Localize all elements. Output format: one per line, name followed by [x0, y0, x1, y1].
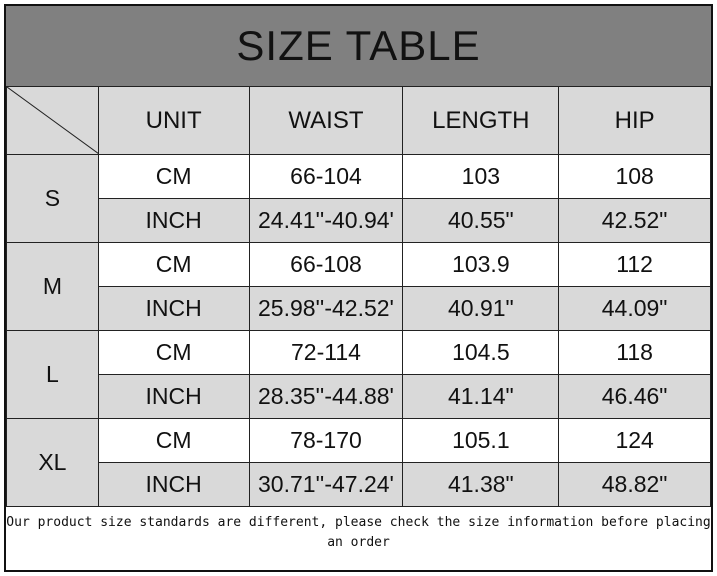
table-row: XL CM 78-170 105.1 124 [6, 418, 711, 507]
waist-value: 66-104 [290, 163, 362, 189]
corner-cell [6, 86, 99, 155]
table-row: M CM 66-108 103.9 112 [6, 242, 711, 331]
hip-cell: 112 [558, 242, 711, 287]
waist-value: 66-108 [290, 251, 362, 277]
size-label: M [6, 242, 99, 331]
hip-cell: 46.46" [558, 374, 711, 419]
length-cell: 105.1 [402, 418, 560, 463]
unit-cell: CM [97, 242, 250, 287]
table-row: L CM 72-114 104.5 118 [6, 330, 711, 419]
hip-cell: 48.82" [558, 462, 711, 507]
size-table: UNIT WAIST LENGTH HIP S CM 66-104 103 108 INC… [6, 86, 711, 507]
waist-cell: 30.71''-47.24' [248, 462, 404, 507]
hip-cell: 118 [558, 330, 711, 375]
unit-cell: INCH [97, 374, 250, 419]
waist-value: 30.71''-47.24' [257, 471, 394, 497]
unit-cell: CM [97, 154, 250, 199]
header-waist: WAIST [248, 86, 404, 155]
waist-cell: 66-108 [248, 242, 404, 287]
waist-value: 24.41''-40.94' [257, 207, 394, 233]
table-row: INCH 28.35''-44.88' 41.14" 46.46" [7, 374, 711, 419]
size-label: L [6, 330, 99, 419]
table-title: SIZE TABLE [6, 6, 711, 87]
unit-cell: CM [97, 330, 250, 375]
waist-cell: 78-170 [248, 418, 404, 463]
length-cell: 103 [402, 154, 560, 199]
waist-cell: 28.35''-44.88' [248, 374, 404, 419]
diagonal-line [7, 87, 98, 154]
header-unit: UNIT [97, 86, 250, 155]
length-cell: 41.38" [402, 462, 560, 507]
waist-cell: 72-114 [248, 330, 404, 375]
unit-cell: INCH [97, 286, 250, 331]
size-label: S [6, 154, 99, 243]
waist-value: 25.98''-42.52' [257, 295, 394, 321]
table-row: INCH 25.98''-42.52' 40.91" 44.09" [7, 286, 711, 331]
footer-note: Our product size standards are different… [6, 515, 711, 550]
size-table-frame: SIZE TABLE UNIT WAIST LENGTH HIP S CM 66-1… [4, 4, 713, 572]
header-row: UNIT WAIST LENGTH HIP [6, 86, 711, 155]
hip-cell: 42.52" [558, 198, 711, 243]
unit-cell: INCH [97, 198, 250, 243]
size-label: XL [6, 418, 99, 507]
waist-cell: 66-104 [248, 154, 404, 199]
length-cell: 41.14" [402, 374, 560, 419]
hip-cell: 124 [558, 418, 711, 463]
header-length: LENGTH [402, 86, 560, 155]
waist-cell: 24.41''-40.94' [248, 198, 404, 243]
header-hip: HIP [558, 86, 711, 155]
table-row: INCH 24.41''-40.94' 40.55" 42.52" [7, 198, 711, 243]
unit-cell: CM [97, 418, 250, 463]
length-cell: 104.5 [402, 330, 560, 375]
waist-value: 72-114 [291, 339, 361, 365]
waist-cell: 25.98''-42.52' [248, 286, 404, 331]
length-cell: 103.9 [402, 242, 560, 287]
table-row: INCH 30.71''-47.24' 41.38" 48.82" [7, 462, 711, 507]
hip-cell: 44.09" [558, 286, 711, 331]
waist-value: 78-170 [290, 427, 362, 453]
waist-value: 28.35''-44.88' [257, 383, 394, 409]
table-row: S CM 66-104 103 108 [6, 154, 711, 243]
length-cell: 40.91" [402, 286, 560, 331]
hip-cell: 108 [558, 154, 711, 199]
length-cell: 40.55" [402, 198, 560, 243]
unit-cell: INCH [97, 462, 250, 507]
